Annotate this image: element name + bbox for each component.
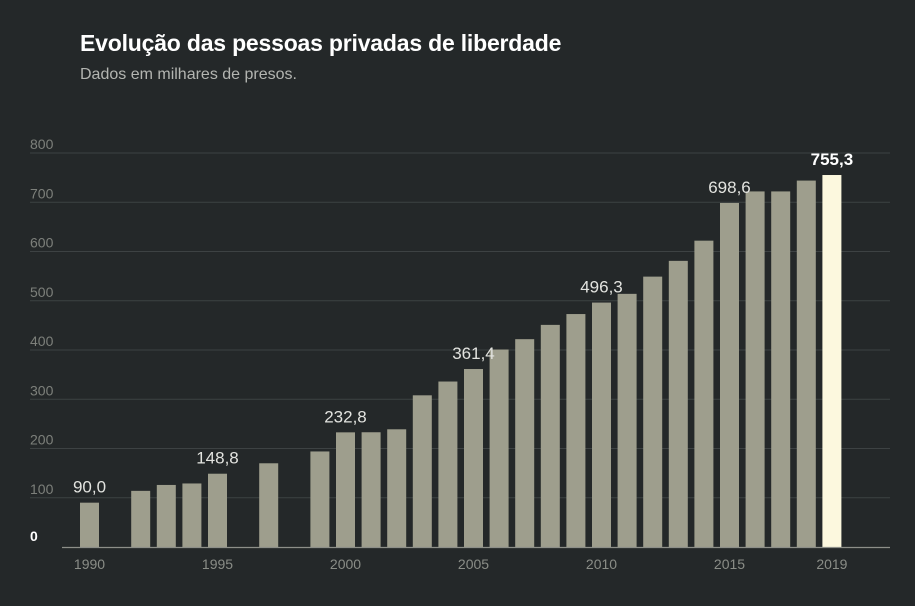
y-axis-ticks: 0 100 200 300 400 500 600 700 800: [30, 136, 54, 544]
chart-title: Evolução das pessoas privadas de liberda…: [80, 30, 562, 56]
x-tick-label: 2010: [586, 556, 617, 572]
data-label-2010: 496,3: [580, 278, 623, 297]
y-tick-label: 300: [30, 382, 54, 398]
bar-2006: [489, 349, 509, 547]
bar-1999: [310, 451, 330, 547]
bar-2011: [617, 293, 637, 547]
y-tick-label: 200: [30, 432, 54, 448]
y-tick-label: 600: [30, 235, 54, 251]
bar-1990: [80, 502, 99, 547]
bar-2008: [540, 324, 560, 547]
data-label-1990: 90,0: [73, 478, 106, 497]
bar-2000: [336, 432, 355, 547]
bar-2013: [668, 260, 688, 547]
y-tick-label: 400: [30, 333, 54, 349]
y-tick-label: 700: [30, 185, 54, 201]
bar-2012: [643, 276, 663, 547]
bar-2003: [412, 395, 432, 547]
bar-2009: [566, 314, 586, 547]
data-label-2015: 698,6: [708, 178, 751, 197]
bar-1995: [208, 473, 227, 547]
y-tick-label: 800: [30, 136, 54, 152]
bar-2015: [720, 202, 739, 547]
data-label-2005: 361,4: [452, 344, 495, 363]
x-axis: 1990 1995 2000 2005 2010 2015 2019: [62, 546, 890, 572]
y-tick-label: 0: [30, 528, 38, 544]
bar-2001: [361, 432, 381, 547]
data-labels: 90,0 148,8 232,8 361,4 496,3 698,6 755,3: [73, 150, 853, 497]
bar-2017: [771, 191, 791, 548]
y-tick-label: 100: [30, 481, 54, 497]
bar-1997: [259, 463, 279, 547]
bar-2018: [796, 180, 816, 547]
bar-2007: [515, 339, 535, 547]
bars: [80, 175, 842, 548]
x-tick-label: 1990: [74, 556, 105, 572]
x-tick-label: 2000: [330, 556, 361, 572]
data-label-2019: 755,3: [811, 150, 854, 169]
bar-2019: [822, 175, 842, 547]
y-tick-label: 500: [30, 284, 54, 300]
data-label-1995: 148,8: [196, 449, 239, 468]
x-tick-label: 1995: [202, 556, 233, 572]
data-label-2000: 232,8: [324, 407, 367, 426]
bar-2014: [694, 240, 714, 548]
bar-2010: [592, 302, 611, 547]
bar-2016: [745, 191, 765, 548]
chart-subtitle: Dados em milhares de presos.: [80, 66, 297, 83]
bar-2002: [387, 429, 407, 547]
bar-1992: [131, 490, 151, 547]
x-tick-label: 2005: [458, 556, 489, 572]
x-tick-label: 2019: [816, 556, 847, 572]
bar-1994: [182, 483, 202, 547]
bar-2005: [464, 369, 483, 547]
bar-2004: [438, 381, 458, 547]
bar-1993: [156, 484, 176, 547]
x-tick-label: 2015: [714, 556, 745, 572]
